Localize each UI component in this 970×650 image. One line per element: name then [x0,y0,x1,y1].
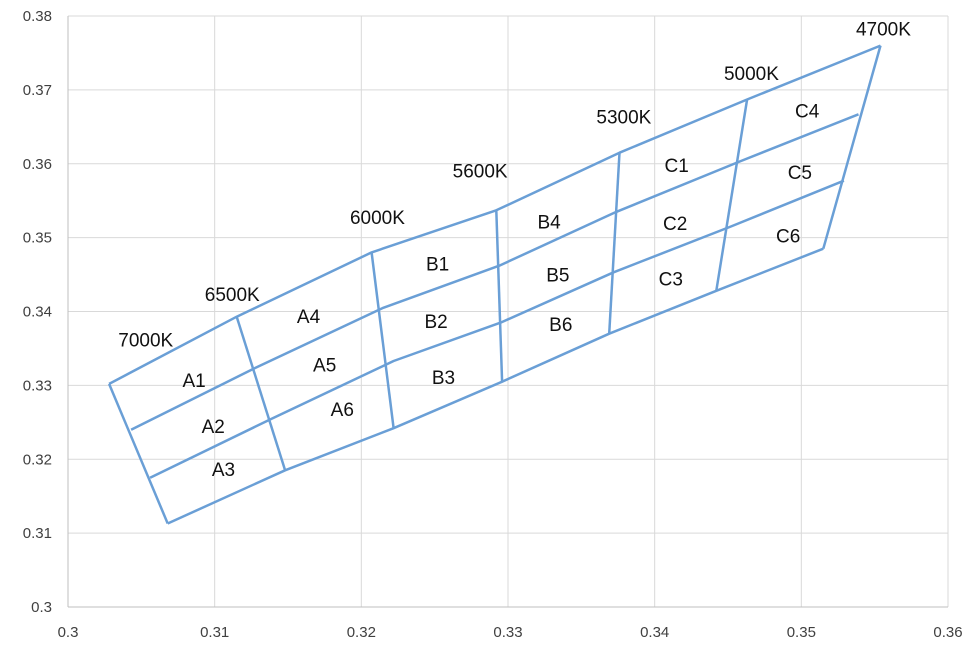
bin-label: B5 [546,266,569,287]
series-line [607,152,621,334]
cct-label: 7000K [118,331,173,352]
bin-label: C5 [788,163,812,184]
series-line [822,45,882,250]
series-line [108,44,881,386]
bin-label: B6 [549,315,572,336]
cct-label: 5300K [596,107,651,128]
y-tick-label: 0.33 [23,377,52,394]
x-tick-label: 0.31 [200,624,229,641]
y-tick-label: 0.36 [23,156,52,173]
cct-label: 4700K [856,20,911,41]
series-line [107,383,169,524]
series-line [167,247,824,525]
cct-label: 5000K [724,64,779,85]
bin-label: A4 [297,307,321,328]
bin-label: C3 [659,269,683,290]
labels: 0.3 0.31 0.32 0.33 0.34 0.35 0.36 0.3 0.31 0.32 0.… [23,8,963,641]
series-line [235,316,287,471]
y-tick-label: 0.34 [23,304,52,321]
y-tick-label: 0.37 [23,82,52,99]
x-tick-label: 0.32 [347,624,376,641]
bin-label: A1 [183,371,206,392]
y-tick-label: 0.32 [23,451,52,468]
bin-grid-lines [107,44,882,525]
bin-label: A5 [313,356,336,377]
x-tick-label: 0.35 [787,624,816,641]
y-tick-label: 0.3 [31,599,52,616]
bin-label: C2 [663,214,687,235]
bin-label: B4 [537,212,561,233]
cct-label: 6000K [350,208,405,229]
y-tick-label: 0.35 [23,230,52,247]
bin-label: A6 [331,400,354,421]
bin-label: A2 [202,417,225,438]
series-line [495,210,504,382]
x-tick-label: 0.3 [58,624,79,641]
grid [67,15,949,608]
bin-label: A3 [212,460,235,481]
bin-label: B3 [432,368,455,389]
series-line [370,252,395,429]
y-tick-label: 0.31 [23,525,52,542]
cct-label: 6500K [205,285,260,306]
y-tick-label: 0.38 [23,8,52,25]
x-tick-label: 0.34 [640,624,669,641]
x-tick-label: 0.36 [933,624,962,641]
bin-label: B2 [425,312,448,333]
series-line [715,99,749,291]
x-tick-label: 0.33 [493,624,522,641]
bin-label: C4 [795,102,820,123]
bin-label: B1 [426,254,449,275]
bin-label: C1 [665,156,689,177]
bin-label: C6 [776,226,800,247]
cct-label: 5600K [453,161,508,182]
